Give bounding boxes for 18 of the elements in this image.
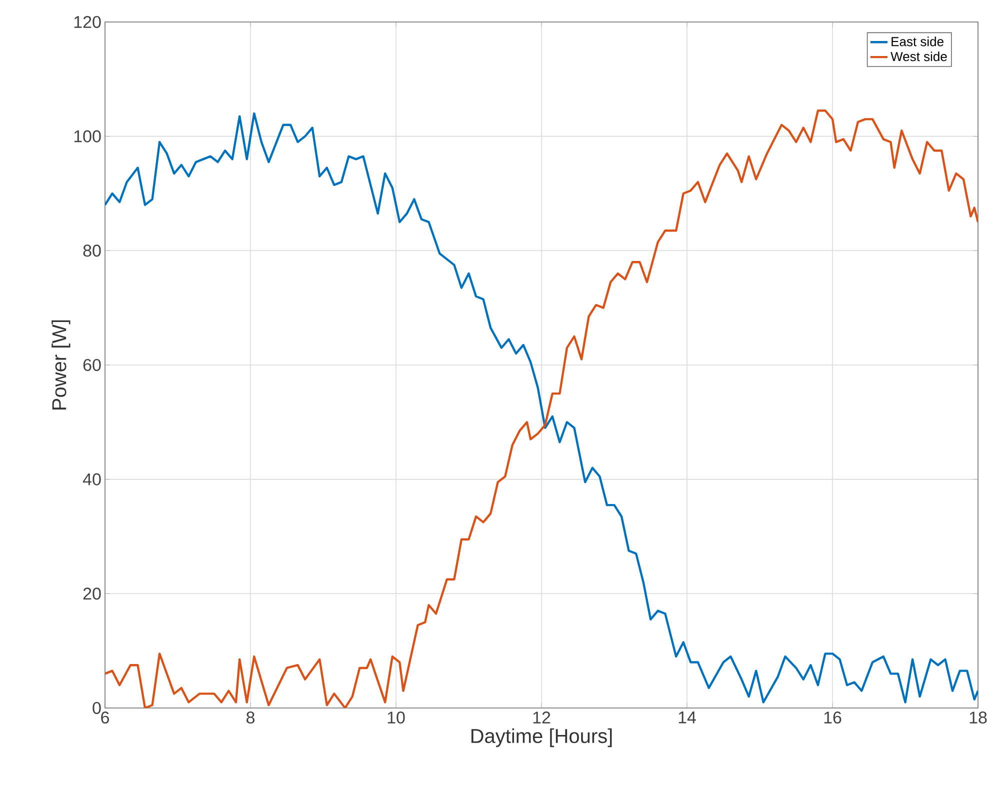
y-axis-title: Power [W] (52, 320, 70, 410)
y-tick-label: 60 (83, 358, 101, 372)
x-axis-title: Daytime [Hours] (471, 728, 612, 748)
legend-label: West side (890, 52, 947, 62)
x-tick-label: 10 (388, 712, 405, 724)
y-tick-label: 80 (83, 244, 101, 257)
y-tick-label: 40 (82, 473, 101, 486)
x-tick-label: 16 (824, 712, 842, 724)
y-tick-label: 120 (74, 16, 101, 28)
y-tick-label: 0 (92, 702, 101, 714)
y-tick-label: 20 (83, 588, 101, 600)
x-tick-label: 18 (970, 712, 987, 724)
x-tick-label: 8 (246, 712, 254, 724)
x-tick-label: 14 (678, 712, 696, 724)
y-tick-label: 100 (74, 130, 101, 142)
legend-label: East side (892, 36, 944, 46)
x-tick-label: 12 (533, 712, 550, 724)
x-tick-label: 6 (101, 712, 109, 724)
